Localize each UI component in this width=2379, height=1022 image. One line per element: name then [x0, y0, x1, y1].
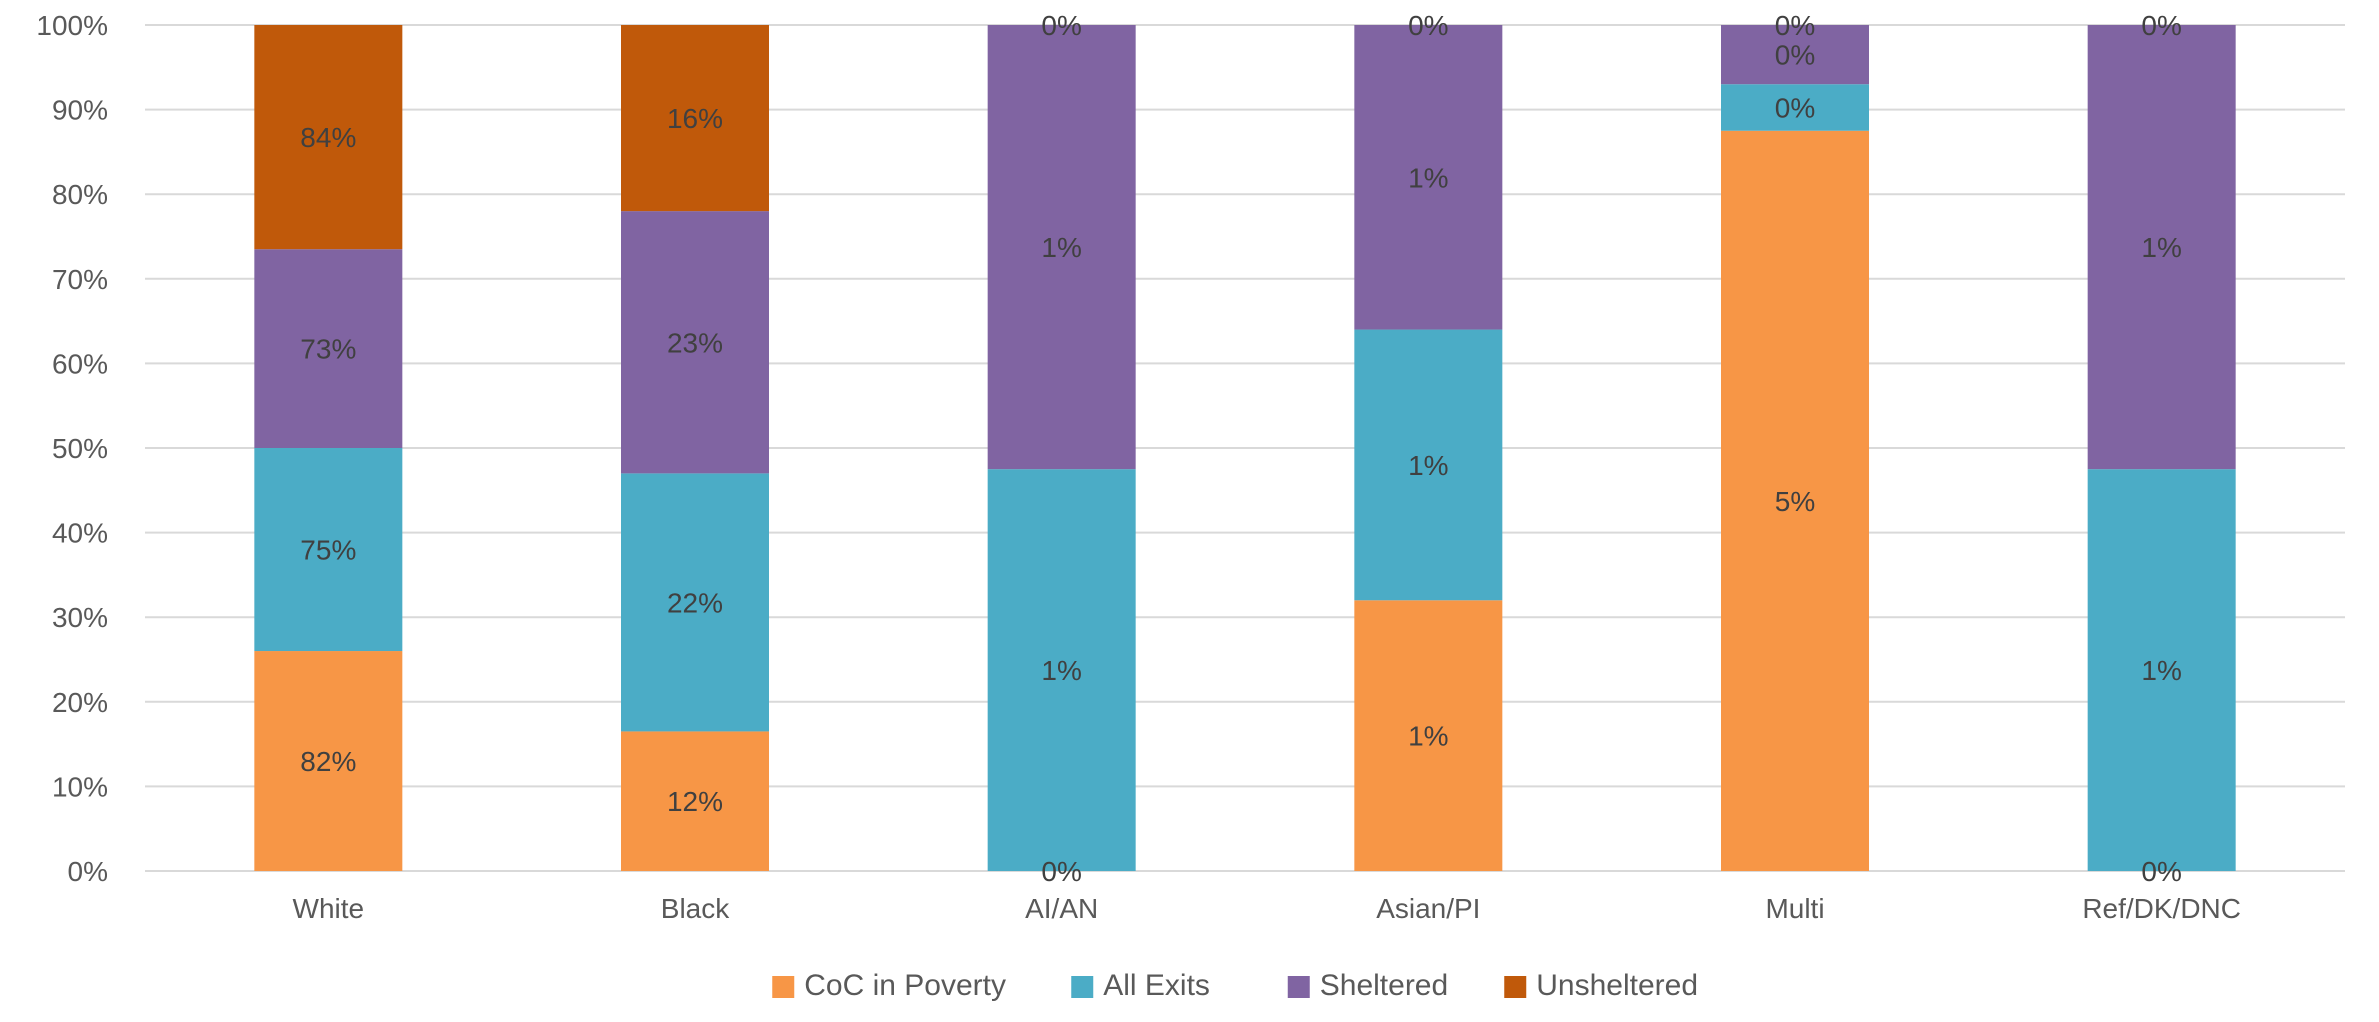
data-label: 75% — [300, 535, 356, 566]
bar-segment — [1354, 600, 1503, 871]
y-tick-label: 100% — [36, 10, 108, 41]
legend-swatch — [1504, 976, 1527, 998]
y-tick-label: 70% — [52, 264, 108, 295]
y-tick-label: 20% — [52, 687, 108, 718]
bar-segment — [254, 25, 403, 250]
y-tick-label: 90% — [52, 95, 108, 126]
data-label: 0% — [2141, 10, 2181, 41]
category-label: White — [293, 893, 365, 924]
data-label: 23% — [667, 327, 723, 358]
data-label: 22% — [667, 587, 723, 618]
category-label: Black — [661, 893, 730, 924]
bar-segment — [987, 469, 1136, 871]
category-label: Asian/PI — [1376, 893, 1480, 924]
gridlines — [145, 24, 2345, 872]
legend-label: Sheltered — [1320, 969, 1448, 1002]
data-label: 0% — [1775, 40, 1815, 71]
category-label: Multi — [1765, 893, 1824, 924]
data-label: 0% — [1041, 10, 1081, 41]
y-tick-label: 40% — [52, 518, 108, 549]
data-label: 84% — [300, 122, 356, 153]
bar-segment — [2087, 469, 2236, 871]
bars — [254, 25, 2236, 871]
legend-swatch — [1287, 976, 1310, 998]
bar-segment — [254, 448, 403, 652]
y-tick-label: 50% — [52, 433, 108, 464]
data-label: 1% — [1408, 162, 1448, 193]
bar-segment — [621, 731, 769, 871]
legend-label: Unsheltered — [1536, 969, 1698, 1002]
data-label: 0% — [1775, 92, 1815, 123]
data-label: 0% — [2141, 856, 2181, 887]
bar-segment — [1721, 130, 1869, 871]
bar-segment — [254, 651, 403, 871]
data-label: 1% — [2141, 232, 2181, 263]
data-label: 12% — [667, 786, 723, 817]
data-label: 82% — [300, 746, 356, 777]
data-label: 5% — [1775, 486, 1815, 517]
legend: CoC in Poverty All Exits Sheltered Unshelte… — [772, 969, 1698, 1002]
bar-segment — [621, 211, 769, 474]
y-tick-label: 30% — [52, 602, 108, 633]
data-label: 73% — [300, 334, 356, 365]
category-label: Ref/DK/DNC — [2082, 893, 2241, 924]
y-tick-label: 10% — [52, 771, 108, 802]
bar-segment — [1354, 25, 1503, 330]
data-label: 1% — [1041, 232, 1081, 263]
bar-segment — [621, 473, 769, 732]
data-label: 0% — [1408, 10, 1448, 41]
y-axis-ticks: 0% 10% 20% 30% 40% 50% 60% 70% 80% 90% 100% — [36, 10, 108, 887]
data-label: 1% — [1408, 450, 1448, 481]
legend-label: All Exits — [1103, 969, 1210, 1002]
data-label: 1% — [1041, 655, 1081, 686]
data-label: 16% — [667, 103, 723, 134]
bar-segment — [1721, 25, 1869, 85]
bar-segment — [1354, 329, 1503, 601]
data-label: 0% — [1775, 10, 1815, 41]
data-labels: 82% 75% 73% 84% 12% 22% 23% 16% 0% 1% 1% 0% 1% 1% 1% 0%… — [300, 10, 2182, 887]
y-tick-label: 80% — [52, 179, 108, 210]
data-label: 1% — [2141, 655, 2181, 686]
legend-swatch — [1071, 976, 1094, 998]
bar-segment — [2087, 25, 2236, 470]
bar-segment — [987, 25, 1136, 470]
y-tick-label: 60% — [52, 348, 108, 379]
bar-segment — [254, 249, 403, 448]
data-label: 1% — [1408, 721, 1448, 752]
y-tick-label: 0% — [68, 856, 108, 887]
category-label: AI/AN — [1025, 893, 1098, 924]
data-label: 0% — [1041, 856, 1081, 887]
legend-label: CoC in Poverty — [804, 969, 1006, 1002]
x-axis-categories: White Black AI/AN Asian/PI Multi Ref/DK/DNC — [293, 893, 2241, 924]
legend-swatch — [772, 976, 795, 998]
bar-segment — [621, 25, 769, 212]
bar-segment — [1721, 84, 1869, 131]
